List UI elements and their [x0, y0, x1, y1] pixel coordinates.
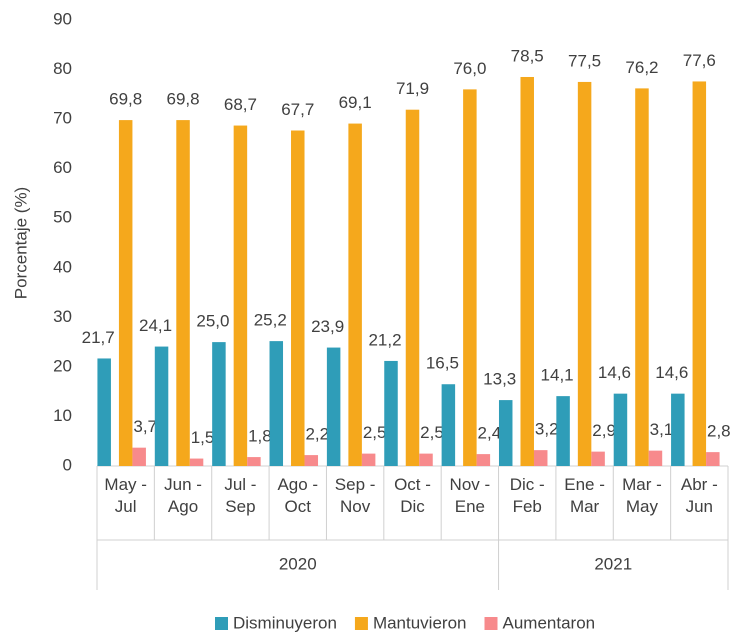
bar	[247, 457, 261, 466]
bar	[577, 81, 592, 466]
value-label: 67,7	[281, 100, 314, 119]
value-label: 76,2	[625, 58, 658, 77]
bar	[97, 358, 111, 466]
legend-label: Aumentaron	[503, 613, 596, 632]
value-label: 78,5	[511, 46, 544, 65]
bar	[692, 81, 707, 467]
value-label: 3,7	[133, 417, 157, 436]
y-tick-label: 20	[53, 356, 72, 375]
bar	[189, 458, 204, 466]
y-tick-label: 80	[53, 59, 72, 78]
x-tick-label: Jul - Sep	[224, 475, 257, 516]
value-label: 16,5	[426, 354, 459, 373]
bar	[671, 393, 685, 466]
x-tick-label: Jun - Ago	[164, 475, 202, 516]
bar	[419, 453, 433, 466]
value-label: 24,1	[139, 316, 172, 335]
x-tick-label: Sep - Nov	[334, 475, 376, 516]
bar	[498, 400, 513, 466]
bar	[304, 455, 319, 466]
value-label: 77,5	[568, 51, 601, 70]
bar	[648, 450, 663, 466]
bar	[591, 451, 605, 466]
bar	[348, 123, 362, 467]
value-label: 2,4	[478, 424, 502, 443]
legend-swatch	[215, 617, 228, 630]
y-tick-label: 60	[53, 158, 72, 177]
bar	[118, 120, 133, 466]
y-tick-label: 70	[53, 109, 72, 128]
bar	[441, 384, 456, 466]
value-label: 69,8	[109, 90, 142, 109]
bar	[405, 109, 420, 466]
value-label: 3,2	[535, 420, 559, 439]
x-group-label: 2021	[594, 554, 632, 573]
value-label: 14,6	[598, 363, 631, 382]
value-label: 14,6	[655, 363, 688, 382]
x-tick-label: Mar - May	[622, 475, 662, 516]
x-tick-label: Ene - Mar	[564, 475, 605, 516]
value-label: 76,0	[453, 59, 486, 78]
value-label: 25,2	[254, 311, 287, 330]
y-axis-label: Porcentaje (%)	[11, 187, 30, 299]
y-tick-label: 90	[53, 9, 72, 28]
bar	[533, 450, 548, 466]
x-group-label: 2020	[279, 554, 317, 573]
bar	[176, 120, 190, 466]
x-tick-label: May - Jul	[104, 475, 147, 516]
value-label: 69,1	[339, 93, 372, 112]
bar	[476, 454, 491, 466]
y-tick-label: 40	[53, 257, 72, 276]
x-tick-label: Abr - Jun	[680, 475, 718, 516]
value-label: 14,1	[541, 366, 574, 385]
y-tick-label: 50	[53, 208, 72, 227]
bar	[520, 76, 534, 466]
legend-swatch	[354, 617, 368, 630]
x-tick-label: Nov - Ene	[449, 475, 491, 516]
legend-label: Mantuvieron	[373, 613, 467, 632]
value-label: 25,0	[196, 312, 229, 331]
value-label: 2,9	[592, 421, 616, 440]
value-label: 23,9	[311, 317, 344, 336]
value-label: 1,8	[248, 427, 272, 446]
value-label: 2,5	[420, 423, 444, 442]
bar	[233, 125, 248, 466]
bar	[635, 88, 649, 467]
bar	[212, 342, 226, 466]
bar	[132, 447, 146, 466]
value-label: 71,9	[396, 79, 429, 98]
x-tick-label: Ago - Oct	[277, 475, 319, 516]
value-label: 2,5	[363, 423, 387, 442]
y-tick-label: 10	[53, 406, 72, 425]
value-label: 13,3	[483, 370, 516, 389]
bar	[613, 393, 628, 466]
value-label: 3,1	[650, 420, 674, 439]
y-tick-label: 30	[53, 307, 72, 326]
bar	[706, 452, 720, 466]
bar	[269, 341, 284, 466]
value-label: 2,2	[305, 425, 329, 444]
bar	[154, 346, 169, 466]
bar	[384, 360, 398, 466]
value-label: 21,7	[82, 328, 115, 347]
bar	[361, 453, 376, 466]
legend-label: Disminuyeron	[233, 613, 337, 632]
bar	[326, 347, 341, 466]
x-tick-label: Dic - Feb	[509, 475, 545, 516]
value-label: 69,8	[166, 90, 199, 109]
legend-swatch	[484, 617, 498, 630]
bar	[463, 89, 477, 466]
value-label: 68,7	[224, 95, 257, 114]
value-label: 77,6	[683, 51, 716, 70]
value-label: 21,2	[368, 330, 401, 349]
y-tick-label: 0	[63, 455, 72, 474]
x-tick-label: Oct - Dic	[394, 475, 431, 516]
value-label: 2,8	[707, 422, 731, 441]
bar	[291, 130, 305, 466]
value-label: 1,5	[191, 428, 215, 447]
bar	[556, 396, 570, 466]
